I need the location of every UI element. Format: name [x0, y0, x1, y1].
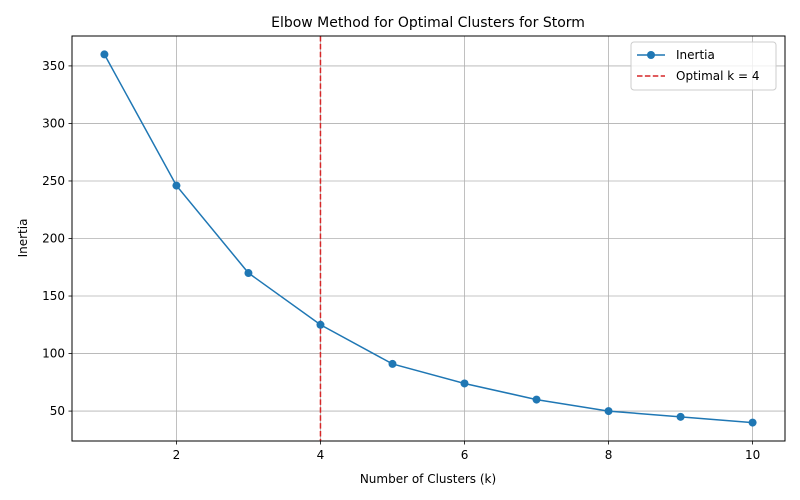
x-axis-label: Number of Clusters (k) — [360, 472, 496, 486]
series-line-inertia — [103, 54, 753, 424]
legend-frame — [630, 41, 777, 91]
data-point — [388, 359, 397, 368]
data-point — [460, 379, 469, 388]
data-point — [532, 395, 541, 404]
y-tick-label: 250 — [42, 174, 65, 188]
x-tick-label: 10 — [745, 448, 760, 462]
y-tick-label: 100 — [42, 347, 65, 361]
x-tick-label: 6 — [461, 448, 469, 462]
data-point — [676, 412, 685, 421]
ticks: 2 4 6 8 10 50 100 150 200 250 300 350 — [42, 59, 760, 462]
data-point — [244, 269, 253, 278]
y-tick-label: 200 — [42, 232, 65, 246]
x-tick-label: 8 — [605, 448, 613, 462]
data-point — [748, 418, 757, 427]
legend-inertia-label: Inertia — [676, 48, 715, 62]
series-group — [100, 50, 757, 427]
y-axis-label: Inertia — [16, 219, 30, 258]
y-tick-label: 300 — [42, 116, 65, 130]
data-point — [100, 50, 109, 59]
legend-inertia-marker — [647, 51, 655, 59]
y-tick-label: 150 — [42, 289, 65, 303]
data-point — [316, 320, 325, 329]
y-tick-label: 50 — [50, 404, 65, 418]
x-tick-label: 2 — [173, 448, 181, 462]
grid — [72, 36, 785, 441]
legend: Inertia Optimal k = 4 — [630, 41, 777, 91]
legend-optimal-label: Optimal k = 4 — [676, 69, 760, 83]
chart-title: Elbow Method for Optimal Clusters for St… — [271, 15, 585, 31]
x-tick-label: 4 — [317, 448, 325, 462]
y-tick-label: 350 — [42, 59, 65, 73]
data-point — [604, 407, 613, 416]
data-point — [172, 181, 181, 190]
